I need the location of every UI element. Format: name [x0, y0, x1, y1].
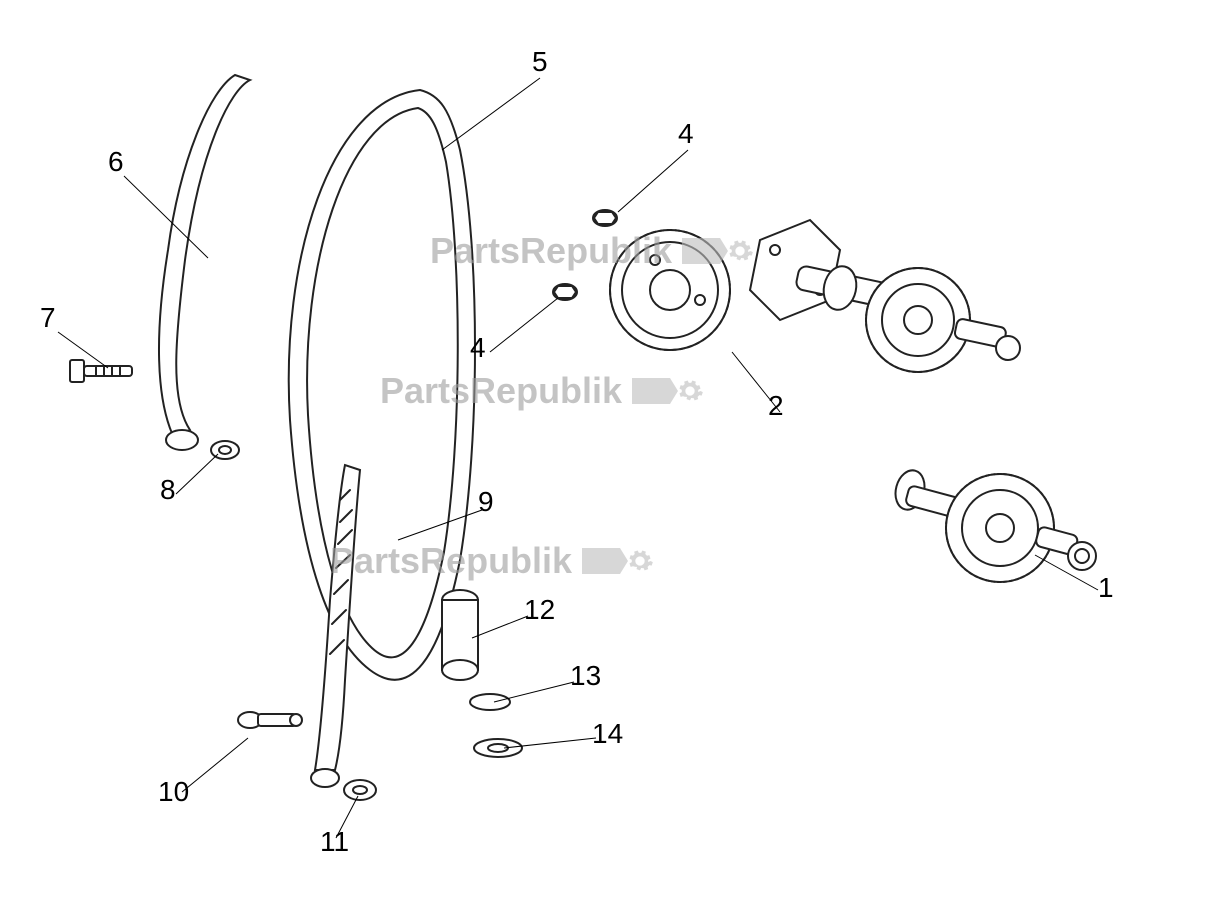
part-11-washer	[344, 780, 376, 800]
part-2-camshaft	[750, 220, 1020, 372]
part-10-shoulder-bolt	[238, 712, 302, 728]
flag-icon	[632, 378, 670, 404]
callout-10: 10	[158, 776, 189, 808]
watermark-2: PartsRepublik	[380, 370, 704, 412]
callout-13: 13	[570, 660, 601, 692]
part-6-pivot	[166, 430, 198, 450]
callout-6: 6	[108, 146, 124, 178]
leader-lines	[58, 78, 1098, 838]
callout-11: 11	[320, 826, 349, 858]
diagram-canvas: PartsRepublik PartsRepublik PartsRepubli…	[0, 0, 1205, 904]
part-4-nut-upper	[593, 210, 617, 226]
callout-2: 2	[768, 390, 784, 422]
callout-9: 9	[478, 486, 494, 518]
watermark-text: PartsRepublik	[430, 230, 672, 272]
part-4-nut-lower	[553, 284, 577, 300]
gear-icon	[626, 547, 654, 575]
callout-4a: 4	[678, 118, 694, 150]
watermark-1: PartsRepublik	[430, 230, 754, 272]
parts-illustration	[0, 0, 1205, 904]
flag-icon	[582, 548, 620, 574]
part-12-tensioner-body	[442, 590, 478, 680]
callout-8: 8	[160, 474, 176, 506]
watermark-text: PartsRepublik	[380, 370, 622, 412]
part-6-tensioner-arm	[159, 75, 250, 440]
gear-icon	[676, 377, 704, 405]
part-1-camshaft	[891, 467, 1096, 582]
part-14-flat-washer	[474, 739, 522, 757]
flag-icon	[682, 238, 720, 264]
callout-4b: 4	[470, 332, 486, 364]
part-13-o-ring	[470, 694, 510, 710]
callout-1: 1	[1098, 572, 1114, 604]
callout-12: 12	[524, 594, 555, 626]
part-9-pivot	[311, 769, 339, 787]
watermark-text: PartsRepublik	[330, 540, 572, 582]
callout-7: 7	[40, 302, 56, 334]
callout-5: 5	[532, 46, 548, 78]
watermark-3: PartsRepublik	[330, 540, 654, 582]
gear-icon	[726, 237, 754, 265]
callout-14: 14	[592, 718, 623, 750]
